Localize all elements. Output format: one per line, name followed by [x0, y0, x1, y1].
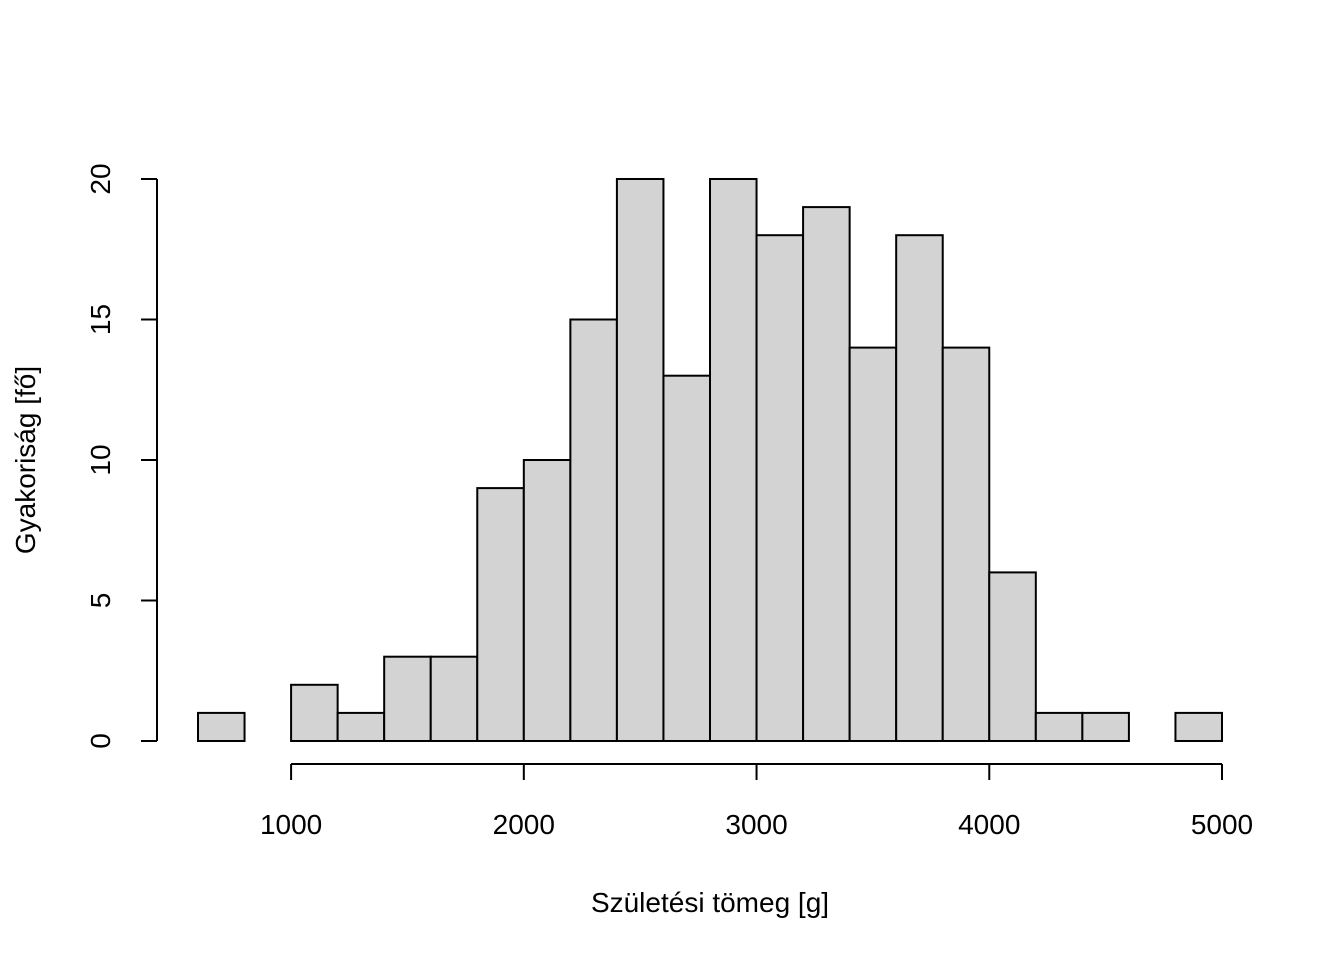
x-axis: 1000 2000 3000 4000 5000	[260, 763, 1253, 840]
histogram-bar-4000-4200	[988, 571, 1037, 743]
x-tick-label-4000: 4000	[958, 809, 1020, 840]
histogram-bar-2000-2200	[522, 459, 572, 742]
histogram-bar-2600-2800	[662, 374, 711, 742]
y-tick-label-10: 10	[85, 444, 116, 475]
histogram-bar-3000-3200	[755, 234, 805, 742]
y-tick-label-15: 15	[85, 304, 116, 335]
histogram-bar-4400-4600	[1081, 711, 1130, 743]
y-tick-label-5: 5	[85, 593, 116, 609]
histogram-bar-1400-1600	[383, 655, 432, 743]
histogram-bar-600-800	[197, 711, 246, 743]
histogram-bar-1800-2000	[476, 487, 525, 742]
histogram-bar-1600-1800	[429, 655, 479, 743]
y-tick-label-0: 0	[85, 733, 116, 749]
x-tick-label-2000: 2000	[493, 809, 555, 840]
histogram-bar-4200-4400	[1034, 711, 1084, 743]
histogram-bars	[197, 178, 1224, 743]
histogram-bar-1000-1200	[290, 683, 339, 742]
histogram-bar-2200-2400	[569, 318, 618, 742]
histogram-bar-3800-4000	[941, 346, 991, 742]
histogram-bar-3600-3800	[895, 234, 944, 742]
histogram-bar-3200-3400	[802, 206, 851, 743]
y-axis-title: Gyakoriság [fő]	[10, 366, 41, 554]
x-tick-label-3000: 3000	[725, 809, 787, 840]
y-axis: 0 5 10 15 20	[85, 163, 158, 749]
histogram-bar-3400-3600	[848, 346, 898, 742]
histogram-bar-4800-5000	[1174, 711, 1224, 743]
x-tick-label-1000: 1000	[260, 809, 322, 840]
histogram-bar-2800-3000	[709, 178, 758, 742]
histogram-bar-2400-2600	[615, 178, 665, 742]
x-axis-title: Születési tömeg [g]	[591, 887, 829, 918]
histogram-bar-1200-1400	[336, 711, 386, 743]
y-tick-label-20: 20	[85, 163, 116, 194]
x-tick-label-5000: 5000	[1191, 809, 1253, 840]
